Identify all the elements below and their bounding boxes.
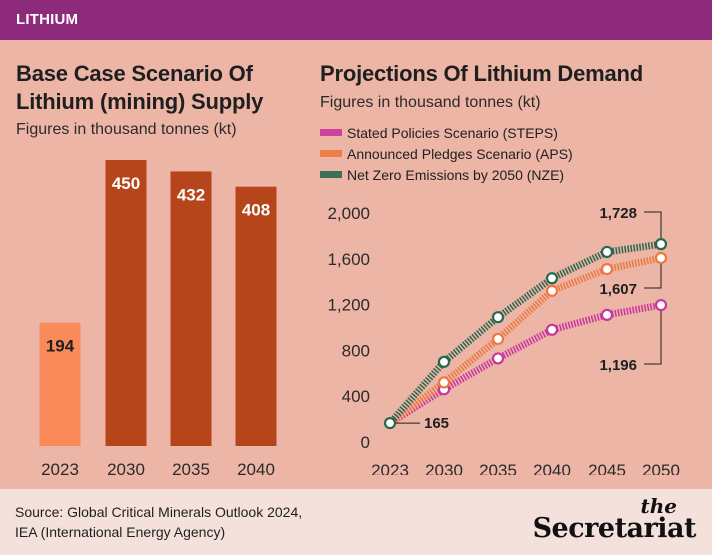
y-tick-label: 1,200 — [327, 296, 370, 315]
bar-2040 — [235, 186, 277, 446]
annotation-leader — [644, 311, 662, 365]
bar-value-label: 450 — [112, 174, 140, 193]
annotation-leader — [644, 211, 662, 239]
x-tick-label: 2030 — [425, 461, 463, 475]
data-point-aps — [491, 332, 505, 346]
y-tick-label: 0 — [361, 433, 370, 452]
x-tick-label: 2045 — [588, 461, 626, 475]
x-tick-label: 2030 — [107, 460, 145, 479]
data-point-steps — [491, 352, 505, 365]
y-tick-label: 1,600 — [327, 250, 370, 269]
section-tag: LITHIUM — [16, 11, 79, 28]
data-point-nze — [437, 355, 451, 368]
annotation-label: 1,196 — [599, 357, 637, 374]
data-point-aps — [654, 251, 668, 265]
source-note: Source: Global Critical Minerals Outlook… — [15, 502, 302, 542]
y-tick-label: 400 — [342, 387, 370, 406]
footer: Source: Global Critical Minerals Outlook… — [0, 489, 712, 555]
data-point-aps — [437, 376, 451, 389]
y-tick-label: 2,000 — [327, 204, 370, 223]
data-point-steps — [545, 323, 559, 336]
x-tick-label: 2035 — [479, 461, 517, 475]
legend-label: Stated Policies Scenario (STEPS) — [347, 125, 558, 141]
data-point-aps — [545, 284, 559, 297]
series-line-steps — [388, 301, 662, 427]
bar-value-label: 432 — [177, 185, 205, 204]
data-point-nze — [654, 238, 668, 251]
x-tick-label: 2050 — [642, 461, 680, 475]
series-line-nze — [387, 240, 662, 426]
annotation-label: 1,728 — [599, 205, 637, 222]
bar-2035 — [170, 171, 212, 446]
data-point-nze — [383, 417, 397, 430]
data-point-steps — [600, 308, 614, 322]
source-line-1: Source: Global Critical Minerals Outlook… — [15, 504, 303, 520]
x-tick-label: 2023 — [41, 460, 79, 479]
data-point-nze — [491, 311, 505, 324]
header-bar: LITHIUM — [0, 0, 712, 40]
legend-swatch — [320, 129, 342, 136]
y-tick-label: 800 — [342, 341, 370, 360]
annotation-label: 165 — [424, 415, 449, 432]
x-tick-label: 2023 — [371, 461, 409, 475]
source-line-2: IEA (International Energy Agency) — [15, 524, 226, 540]
brand-logo: Secretariat — [532, 513, 697, 544]
data-point-steps — [654, 298, 668, 312]
x-tick-label: 2040 — [237, 460, 275, 479]
data-point-nze — [600, 245, 614, 259]
annotation-label: 1,607 — [599, 281, 637, 298]
bar-2023 — [39, 322, 81, 446]
supply-title-line-2: Lithium (mining) Supply — [16, 89, 264, 114]
supply-title-line-1: Base Case Scenario Of — [16, 61, 253, 86]
demand-line-chart: Stated Policies Scenario (STEPS) Announce… — [320, 125, 680, 475]
annotation-leader — [644, 263, 662, 289]
legend-swatch — [320, 150, 342, 157]
supply-chart-title: Base Case Scenario Of Lithium (mining) S… — [16, 60, 306, 116]
data-point-nze — [545, 272, 559, 285]
x-tick-label: 2040 — [533, 461, 571, 475]
brand-logo-the: the — [640, 494, 677, 518]
supply-bar-chart: 194 2023 450 2030 432 2035 408 2040 — [39, 160, 277, 479]
supply-chart-subtitle: Figures in thousand tonnes (kt) — [16, 121, 237, 138]
x-tick-label: 2035 — [172, 460, 210, 479]
bar-value-label: 194 — [46, 337, 75, 356]
legend-swatch — [320, 171, 342, 178]
demand-chart-title: Projections Of Lithium Demand — [320, 61, 644, 86]
demand-chart-subtitle: Figures in thousand tonnes (kt) — [320, 94, 541, 111]
legend-label: Net Zero Emissions by 2050 (NZE) — [347, 167, 564, 183]
bar-value-label: 408 — [242, 201, 270, 220]
bar-2030 — [105, 160, 147, 446]
data-point-aps — [600, 263, 614, 276]
legend-label: Announced Pledges Scenario (APS) — [347, 146, 573, 162]
